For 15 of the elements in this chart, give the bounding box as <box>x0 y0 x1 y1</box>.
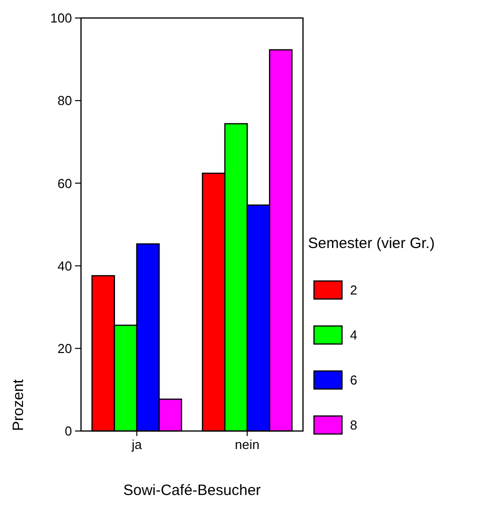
y-tick-label: 60 <box>58 176 72 191</box>
x-tick-label: ja <box>130 437 143 452</box>
y-tick-label: 20 <box>58 340 72 356</box>
legend-title: Semester (vier Gr.) <box>308 235 435 252</box>
y-tick-label: 80 <box>58 93 72 108</box>
legend-label: 4 <box>350 328 358 343</box>
legend-label: 2 <box>350 282 358 298</box>
x-axis-title: Sowi-Café-Besucher <box>123 482 261 499</box>
legend-label: 8 <box>350 418 358 433</box>
y-axis-title: Prozent <box>10 378 27 431</box>
y-tick-label: 40 <box>58 258 72 274</box>
x-tick-label: nein <box>234 437 260 452</box>
y-tick-label: 100 <box>50 10 72 26</box>
legend-label: 6 <box>350 372 358 388</box>
y-tick-label: 0 <box>64 424 72 439</box>
